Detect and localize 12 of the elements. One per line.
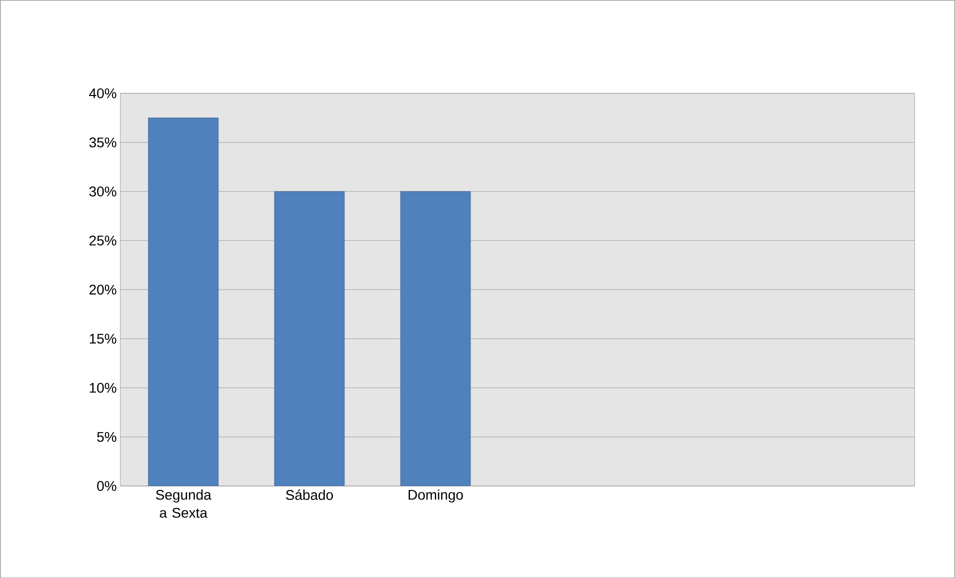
y-tick-label: 10% <box>90 382 116 393</box>
y-tick-label: 5% <box>97 432 116 442</box>
x-tick-label: Sábado <box>286 489 333 500</box>
y-tick-label: 40% <box>89 88 116 98</box>
x-tick-label: Domingo <box>408 489 463 502</box>
y-tick-label: 30% <box>89 186 116 196</box>
x-tick-label: Segunda a Sexta <box>156 489 212 518</box>
y-tick-label: 35% <box>89 137 116 148</box>
y-tick-label: 0% <box>97 480 116 491</box>
y-tick-label: 25% <box>89 235 116 246</box>
y-tick-label: 15% <box>90 334 116 344</box>
y-tick-label: 20% <box>89 284 116 294</box>
